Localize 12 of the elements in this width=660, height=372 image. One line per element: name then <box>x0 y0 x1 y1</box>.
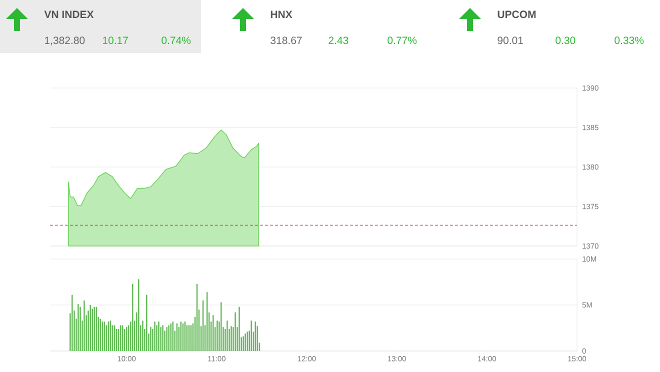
text: 1,382.80 <box>45 36 85 46</box>
text: 0.30 <box>556 36 576 44</box>
text: VN INDEX <box>44 10 94 18</box>
text: 90.01 <box>498 36 523 44</box>
text: 318.67 <box>270 36 302 44</box>
text: 10.17 <box>103 36 128 44</box>
text: UPCOM <box>498 10 536 18</box>
text: HNX <box>270 10 292 18</box>
text: 0.33% <box>614 36 644 44</box>
text: 0.77% <box>388 36 417 44</box>
text: 0.74% <box>162 36 191 44</box>
text: 2.43 <box>328 36 348 44</box>
